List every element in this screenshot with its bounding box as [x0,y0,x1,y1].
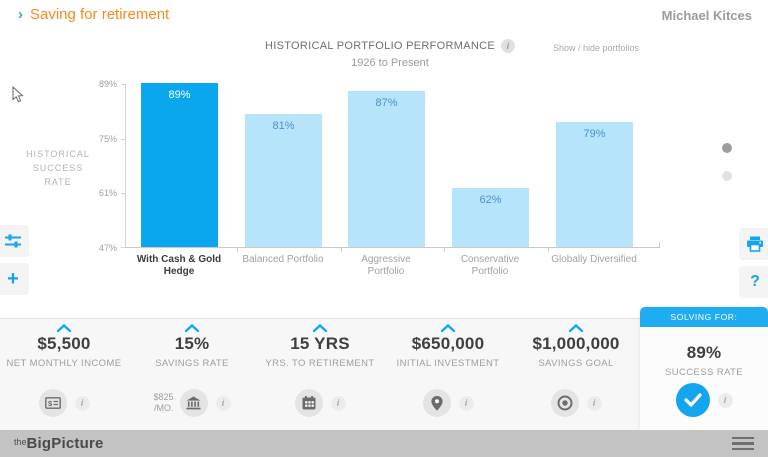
info-icon[interactable]: i [586,395,602,411]
savings-per-month-unit: /MO. [154,403,174,413]
calendar-icon[interactable] [294,389,323,417]
sliders-icon [5,234,21,248]
y-axis-label-line: RATE [44,177,72,187]
bar-with-cash-gold-hedge[interactable]: 89% [141,83,218,247]
y-tick-label: 89% [98,79,117,89]
add-button[interactable]: + [0,263,29,295]
bar-value-label: 81% [272,120,295,132]
y-tick-mark [121,247,125,248]
category-label-aggressive-portfolio[interactable]: Aggressive Portfolio [361,254,411,277]
svg-text:$: $ [48,399,53,408]
y-tick-label: 75% [98,134,117,144]
chevron-up-icon[interactable] [312,324,328,332]
bar-balanced-portfolio[interactable]: 81% [245,114,322,247]
mouse-cursor [12,86,24,103]
show-hide-portfolios-link[interactable]: Show / hide portfolios [553,43,640,53]
x-tick-mark [237,248,238,252]
logo-name: BigPicture [26,435,104,452]
chevron-up-icon[interactable] [56,324,72,332]
info-icon[interactable]: i [330,395,346,411]
bar-value-label: 87% [375,97,398,109]
user-name[interactable]: Michael Kitces [661,8,752,23]
question-mark-icon: ? [750,273,760,290]
chart-title-text: HISTORICAL PORTFOLIO PERFORMANCE [264,40,496,52]
success-rate-label: SUCCESS RATE [665,367,743,378]
y-tick-mark [121,84,125,85]
chart-info-icon[interactable]: i [501,39,516,53]
chart-subtitle: 1926 to Present [351,57,429,69]
bar-aggressive-portfolio[interactable]: 87% [348,91,425,247]
category-label-with-cash-gold-hedge[interactable]: With Cash & Gold Hedge [136,254,222,277]
bar-globally-diversified[interactable]: 79% [556,122,633,247]
savings-rate-label: SAVINGS RATE [155,358,229,369]
chart-header: HISTORICAL PORTFOLIO PERFORMANCE i 1926 … [230,36,550,69]
print-button[interactable] [739,228,768,260]
plus-icon: + [7,267,19,290]
savings-goal-label: SAVINGS GOAL [538,358,614,369]
y-tick-mark [121,139,125,140]
bar-value-label: 62% [479,194,502,206]
carousel-dot-active[interactable] [722,143,732,153]
carousel-dot[interactable] [722,171,732,181]
info-icon[interactable]: i [74,395,90,411]
savings-goal-value: $1,000,000 [532,334,620,353]
savings-per-month-amount: $825 [153,392,174,402]
bank-icon[interactable] [179,389,208,417]
page-title-text: Saving for retirement [30,6,170,23]
bar-chart-plot-area: 89% 75% 61% 47% 89% 81% 87% 62% 79% With… [99,79,660,277]
footer-bar: the BigPicture [0,430,768,457]
param-net-monthly-income: $5,500 NET MONTHLY INCOME $ i [0,319,128,430]
x-tick-mark [444,248,445,252]
category-label-globally-diversified[interactable]: Globally Diversified [551,254,637,265]
info-icon[interactable]: i [717,392,733,408]
x-axis-end-tick [659,242,660,247]
adjust-sliders-button[interactable] [0,225,29,257]
years-to-retirement-value: 15 YRS [290,334,350,353]
y-axis-label: HISTORICAL SUCCESS RATE [18,147,98,189]
chevron-up-icon[interactable] [184,324,200,332]
help-button[interactable]: ? [739,266,768,298]
info-icon[interactable]: i [458,395,474,411]
category-label-conservative-portfolio[interactable]: Conservative Portfolio [460,254,520,277]
y-axis-label-line: HISTORICAL [26,149,90,159]
y-axis-label-line: SUCCESS [32,163,84,173]
info-icon[interactable]: i [215,395,231,411]
breadcrumb-chevron-icon: › [18,6,23,23]
chevron-up-icon[interactable] [440,324,456,332]
solving-for-panel: SOLVING FOR: 89% SUCCESS RATE i [640,307,768,430]
param-savings-rate: 15% SAVINGS RATE $825 /MO. [128,319,256,430]
x-tick-mark [548,248,549,252]
x-tick-mark [341,248,342,252]
initial-investment-value: $650,000 [411,334,485,353]
initial-investment-label: INITIAL INVESTMENT [396,358,500,369]
check-icon[interactable] [675,383,710,417]
big-picture-logo: the BigPicture [14,435,104,452]
savings-per-month: $825 /MO. [153,392,173,414]
chevron-up-icon[interactable] [568,324,584,332]
y-tick-label: 47% [98,243,117,253]
bar-value-label: 79% [583,128,606,140]
category-label-balanced-portfolio[interactable]: Balanced Portfolio [242,254,324,265]
printer-icon [747,236,763,252]
net-monthly-income-value: $5,500 [37,334,91,353]
bar-value-label: 89% [168,89,191,101]
param-savings-goal: $1,000,000 SAVINGS GOAL i [512,319,640,430]
logo-the: the [14,437,27,447]
param-initial-investment: $650,000 INITIAL INVESTMENT i [384,319,512,430]
years-to-retirement-label: YRS. TO RETIREMENT [265,358,375,369]
bar-conservative-portfolio[interactable]: 62% [452,188,529,247]
success-rate-value: 89% [686,343,722,362]
solving-for-header: SOLVING FOR: [640,307,768,327]
location-pin-icon[interactable] [422,389,451,417]
money-check-icon[interactable]: $ [38,389,67,417]
page-title: › Saving for retirement [18,6,169,23]
target-icon[interactable] [550,389,579,417]
hamburger-menu-icon[interactable] [732,436,754,451]
y-tick-mark [121,193,125,194]
param-years-to-retirement: 15 YRS YRS. TO RETIREMENT [256,319,384,430]
net-monthly-income-label: NET MONTHLY INCOME [6,358,122,369]
y-tick-label: 61% [98,188,117,198]
savings-rate-value: 15% [174,334,210,353]
